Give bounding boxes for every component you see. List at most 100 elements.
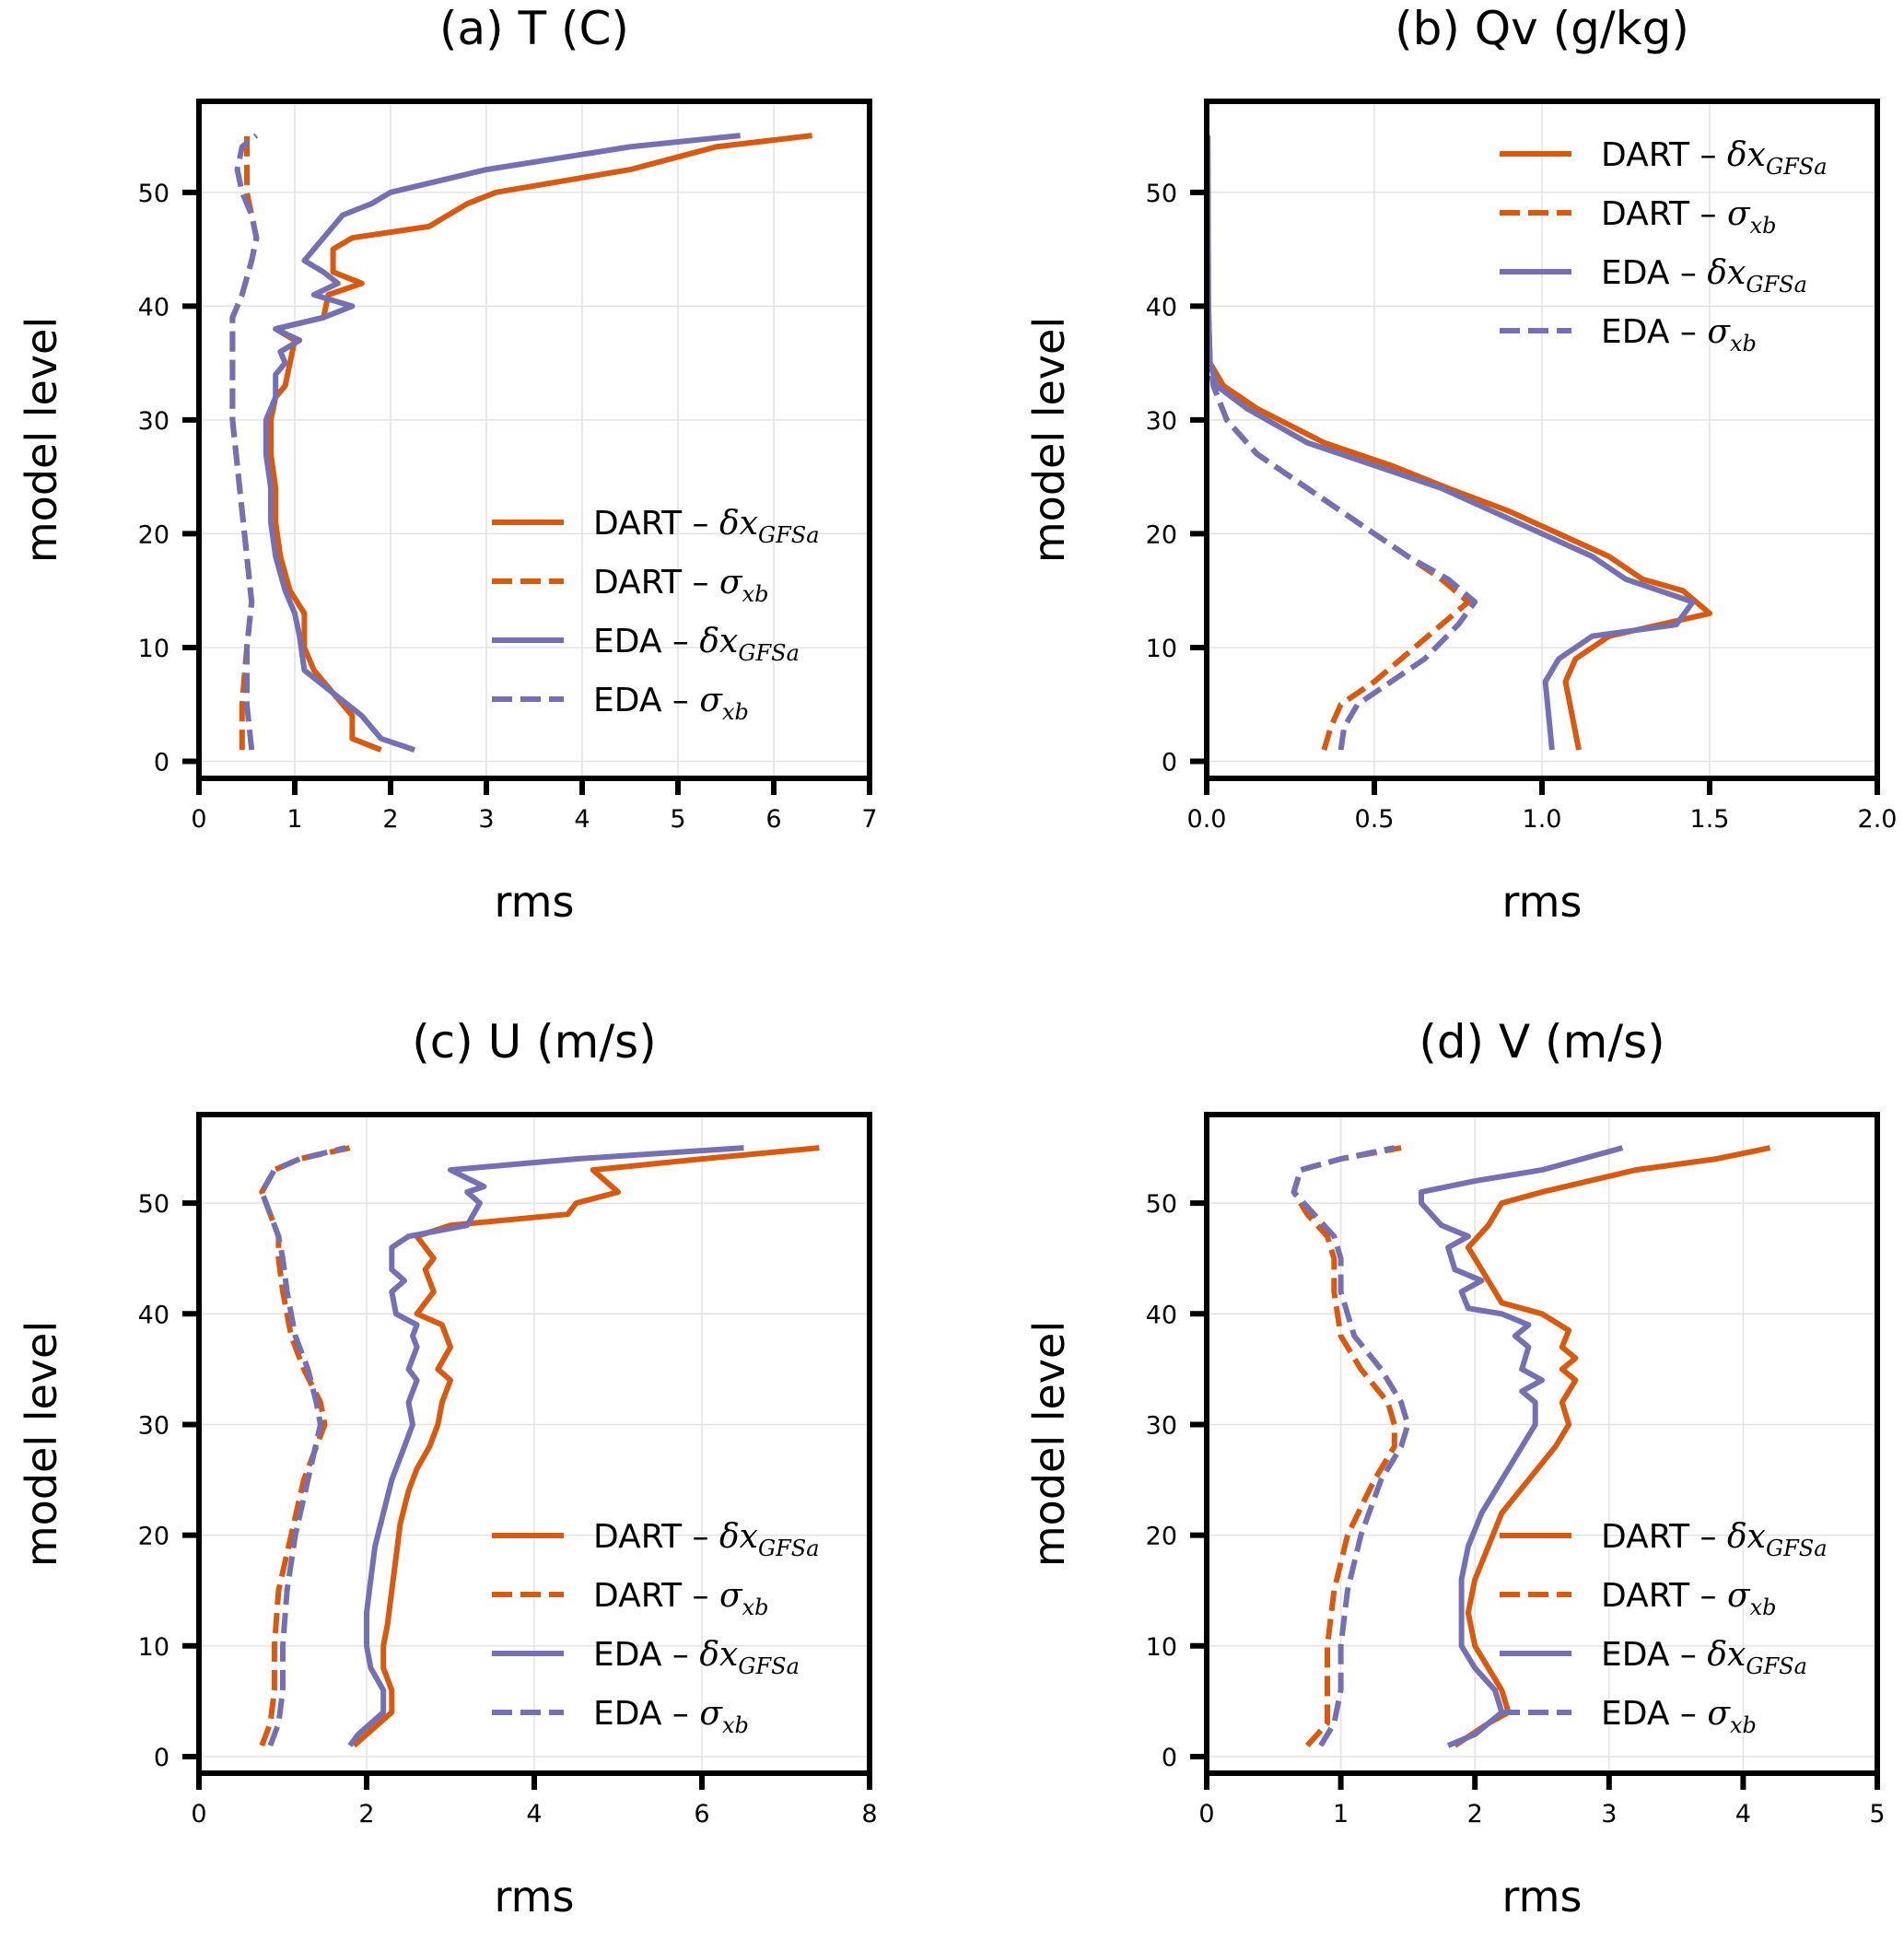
chart-title: (b) Qv (g/kg) [1395, 2, 1689, 55]
series-dart-delta-line [1207, 135, 1712, 751]
y-tick-label: 30 [1146, 407, 1177, 436]
legend-label: DART – δxGFSa [593, 505, 820, 548]
x-tick-label: 2 [1467, 1800, 1483, 1828]
x-tick-label: 4 [1735, 1800, 1751, 1828]
y-tick-label: 20 [1146, 1523, 1177, 1551]
x-tick-label: 8 [861, 1800, 877, 1828]
y-tick-label: 50 [1146, 1190, 1177, 1219]
legend-label: DART – σxb [593, 564, 768, 607]
chart-panel-1: 0.0 0.5 1.0 1.5 2.0 0 10 20 30 40 50 (b) Qv (g/kg) r… [1024, 2, 1897, 927]
x-tick-label: 1.0 [1523, 805, 1562, 834]
series-eda-sigma-line [229, 133, 260, 751]
series-dart-delta-line [352, 1145, 820, 1748]
y-tick-label: 50 [138, 180, 169, 208]
axes-frame [196, 99, 872, 781]
y-tick-label: 40 [1146, 293, 1177, 321]
y-tick-label: 20 [1146, 520, 1177, 549]
legend-label: EDA – σxb [1601, 313, 1757, 356]
x-axis-label: rms [1502, 877, 1583, 927]
x-tick-label: 0 [191, 1800, 206, 1828]
x-tick-label: 0.0 [1187, 805, 1227, 834]
x-tick-label: 3 [478, 805, 494, 834]
series-eda-delta-line [1419, 1145, 1624, 1748]
x-tick-label: 5 [1869, 1800, 1885, 1828]
y-tick-label: 10 [138, 635, 169, 663]
legend: DART – δxGFSa DART – σxb EDA – δxGFSa EDA –… [1500, 136, 1828, 356]
x-tick-label: 4 [526, 1800, 542, 1828]
legend: DART – δxGFSa DART – σxb EDA – δxGFSa EDA –… [1500, 1518, 1828, 1738]
y-tick-label: 30 [1146, 1411, 1177, 1440]
legend-label: DART – δxGFSa [1601, 1518, 1828, 1561]
x-tick-label: 2.0 [1858, 805, 1898, 834]
legend-label: DART – σxb [593, 1577, 768, 1620]
y-tick-label: 10 [1146, 635, 1177, 663]
legend-label: EDA – σxb [1601, 1695, 1757, 1738]
x-tick-label: 6 [694, 1800, 709, 1828]
x-tick-label: 3 [1601, 1800, 1617, 1828]
x-tick-label: 6 [765, 805, 781, 834]
chart-title: (c) U (m/s) [412, 1015, 657, 1069]
legend-label: DART – σxb [1601, 1577, 1776, 1620]
y-tick-label: 30 [138, 1411, 169, 1440]
series-dart-delta-line [268, 133, 812, 753]
legend-label: EDA – σxb [593, 1695, 749, 1738]
y-axis-label: model level [1024, 317, 1074, 563]
y-tick-label: 40 [1146, 1301, 1177, 1329]
x-axis-label: rms [495, 1872, 575, 1921]
y-tick-label: 50 [1146, 180, 1177, 208]
y-tick-label: 10 [138, 1633, 169, 1662]
x-tick-label: 4 [574, 805, 590, 834]
chart-panel-0: 0 1 2 3 4 5 6 7 0 10 20 30 40 50 (a) T (C) rms model lev… [17, 2, 878, 927]
legend-label: EDA – σxb [593, 682, 749, 725]
series-eda-delta-line [347, 1145, 744, 1747]
legend-label: EDA – δxGFSa [593, 1636, 800, 1679]
y-axis-label: model level [1024, 1321, 1074, 1567]
legend-label: EDA – δxGFSa [1601, 254, 1807, 298]
x-tick-label: 1 [286, 805, 302, 834]
x-tick-label: 0.5 [1355, 805, 1395, 834]
x-axis-label: rms [495, 877, 575, 927]
series-dart-sigma-line [1291, 1145, 1402, 1748]
series-dart-delta-line [1453, 1145, 1771, 1748]
series-eda-sigma-line [259, 1145, 346, 1747]
x-tick-label: 1 [1333, 1800, 1349, 1828]
legend: DART – δxGFSa DART – σxb EDA – δxGFSa EDA –… [492, 1518, 820, 1738]
y-axis-label: model level [17, 1321, 66, 1567]
x-tick-label: 0 [1198, 1800, 1214, 1828]
y-tick-label: 40 [138, 293, 169, 321]
y-tick-label: 30 [138, 407, 169, 436]
y-tick-label: 0 [1162, 1744, 1177, 1772]
x-tick-label: 0 [191, 805, 206, 834]
series-dart-sigma-line [259, 1145, 351, 1747]
chart-panel-2: 0 2 4 6 8 0 10 20 30 40 50 (c) U (m/s) rms model leve… [17, 1015, 878, 1921]
legend-label: DART – σxb [1601, 195, 1776, 239]
series-eda-delta-line [263, 133, 741, 753]
x-tick-label: 2 [382, 805, 398, 834]
legend: DART – δxGFSa DART – σxb EDA – δxGFSa EDA –… [492, 505, 820, 725]
legend-label: EDA – δxGFSa [1601, 1636, 1807, 1679]
x-tick-label: 1.5 [1690, 805, 1730, 834]
y-axis-label: model level [17, 317, 66, 563]
legend-label: DART – δxGFSa [593, 1518, 820, 1561]
y-tick-label: 0 [154, 748, 169, 777]
x-tick-label: 7 [861, 805, 877, 834]
chart-title: (d) V (m/s) [1419, 1015, 1665, 1069]
series-eda-sigma-line [1207, 135, 1478, 751]
x-tick-label: 2 [358, 1800, 374, 1828]
series-eda-sigma-line [1291, 1145, 1411, 1747]
legend-label: DART – δxGFSa [1601, 136, 1828, 180]
y-tick-label: 20 [138, 520, 169, 549]
x-axis-label: rms [1502, 1872, 1583, 1921]
y-tick-label: 10 [1146, 1633, 1177, 1662]
y-tick-label: 0 [154, 1744, 169, 1772]
axes-frame [1204, 1112, 1880, 1776]
y-tick-label: 20 [138, 1523, 169, 1551]
y-tick-label: 50 [138, 1190, 169, 1219]
series-eda-delta-line [1207, 135, 1696, 751]
y-tick-label: 40 [138, 1301, 169, 1329]
legend-label: EDA – δxGFSa [593, 623, 800, 666]
chart-title: (a) T (C) [439, 2, 629, 55]
x-tick-label: 5 [670, 805, 685, 834]
